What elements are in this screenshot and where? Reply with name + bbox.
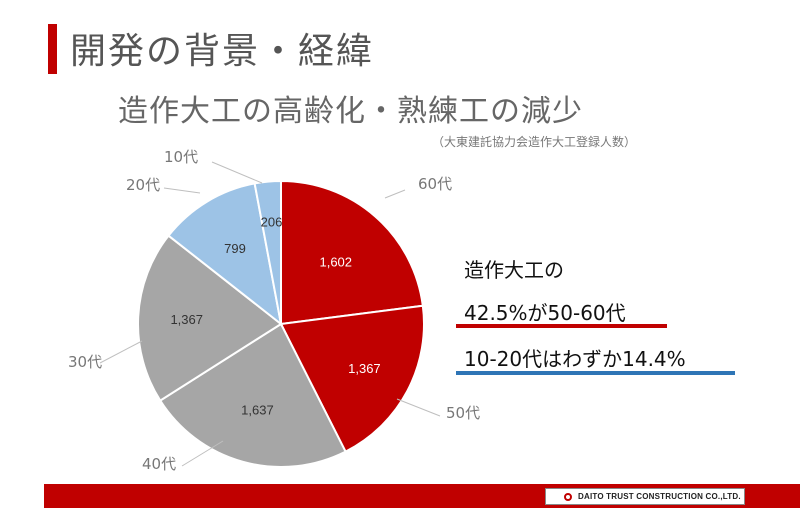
callout-underline-blue — [456, 371, 735, 375]
chart-subtitle: 造作大工の高齢化・熟練工の減少 — [118, 94, 583, 129]
callout-title: 造作大工の — [464, 258, 564, 282]
pie-slice — [279, 304, 425, 453]
leader-line — [211, 161, 263, 184]
leader-line — [181, 440, 224, 467]
slice-value-label: 799 — [224, 241, 246, 256]
logo-mark-icon — [564, 492, 572, 501]
pie-slice — [158, 322, 347, 468]
slice-category-label: 20代 — [126, 176, 160, 194]
slice-value-label: 1,602 — [319, 255, 352, 270]
slice-category-label: 40代 — [142, 455, 176, 473]
slice-value-label: 1,637 — [241, 402, 274, 417]
slice-category-label: 10代 — [164, 148, 198, 166]
pie-slice — [253, 179, 282, 325]
pie-slice — [137, 234, 283, 402]
company-logo: DAITO TRUST CONSTRUCTION CO.,LTD. — [545, 488, 745, 505]
slice-category-label: 30代 — [68, 353, 102, 371]
slice-value-label: 206 — [261, 214, 283, 229]
data-source-note: （大東建託協力会造作大工登録人数） — [432, 135, 637, 149]
leader-line — [384, 189, 406, 199]
leader-line — [396, 398, 441, 417]
leader-line — [163, 187, 201, 194]
slide-title: 開発の背景・経緯 — [70, 31, 375, 72]
callout-line-1: 42.5%が50-60代 — [464, 301, 626, 325]
pie-slice — [280, 179, 424, 326]
leader-line — [99, 340, 143, 364]
callout-line-2: 10-20代はわずか14.4% — [464, 347, 686, 371]
callout-underline-red — [456, 324, 667, 328]
slice-category-label: 60代 — [418, 175, 452, 193]
logo-text: DAITO TRUST CONSTRUCTION CO.,LTD. — [578, 492, 741, 501]
slice-value-label: 1,367 — [348, 361, 381, 376]
pie-slice — [167, 182, 283, 327]
slice-value-label: 1,367 — [170, 312, 203, 327]
slice-category-label: 50代 — [446, 404, 480, 422]
title-accent-bar — [48, 24, 57, 74]
